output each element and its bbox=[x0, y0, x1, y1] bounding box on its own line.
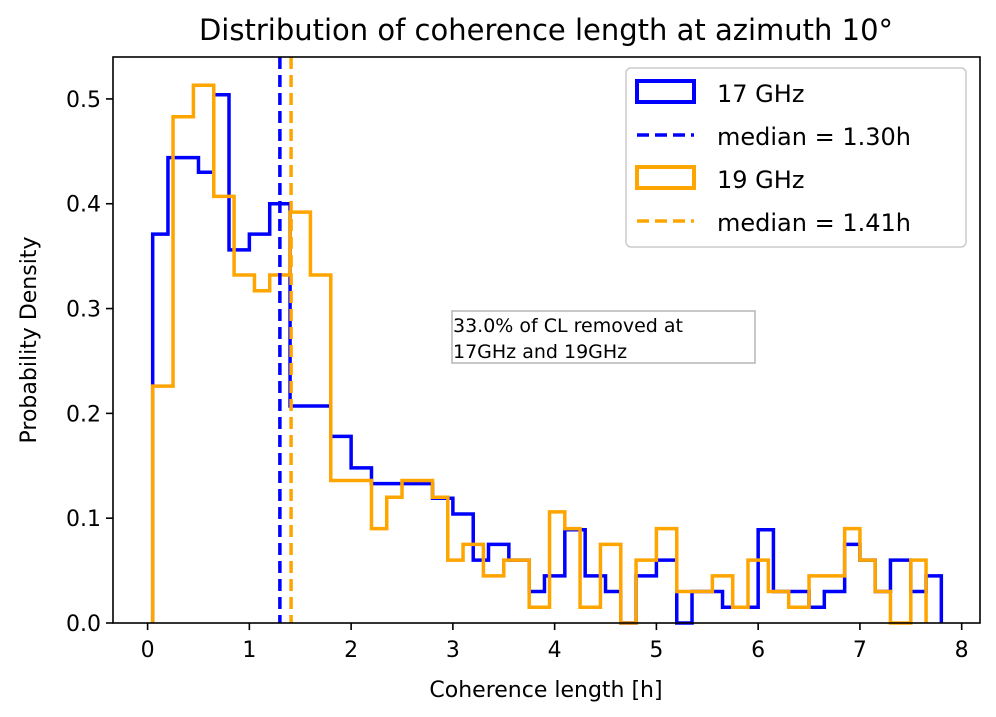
x-tick-label: 6 bbox=[751, 638, 765, 663]
annotation-line-1: 33.0% of CL removed at bbox=[453, 315, 683, 337]
legend-label-median-17ghz: median = 1.30h bbox=[717, 123, 911, 151]
legend-swatch-17ghz bbox=[635, 79, 696, 104]
axis-ticks: 0 1 2 3 4 5 6 7 8 0.0 0.1 0.2 0.3 0.4 0.5 bbox=[66, 88, 969, 663]
legend-frame bbox=[625, 67, 967, 248]
annotation-frame bbox=[451, 310, 756, 364]
plot-area bbox=[112, 56, 981, 625]
legend: 17 GHz median = 1.30h 19 GHz median = 1.… bbox=[625, 67, 967, 248]
y-tick-label: 0.2 bbox=[66, 402, 101, 427]
y-tick-label: 0.4 bbox=[66, 193, 101, 218]
x-tick-label: 1 bbox=[242, 638, 256, 663]
y-axis-label: Probability Density bbox=[17, 237, 42, 444]
chart-title: Distribution of coherence length at azim… bbox=[199, 13, 893, 47]
y-tick-label: 0.0 bbox=[66, 612, 101, 637]
legend-swatch-19ghz bbox=[635, 165, 696, 190]
y-tick-label: 0.5 bbox=[66, 88, 101, 113]
x-tick-label: 7 bbox=[853, 638, 867, 663]
y-tick-label: 0.3 bbox=[66, 298, 101, 323]
x-tick-label: 8 bbox=[955, 638, 969, 663]
x-tick-label: 4 bbox=[548, 638, 562, 663]
annotation-box: 33.0% of CL removed at 17GHz and 19GHz bbox=[451, 310, 756, 364]
legend-label-19ghz: 19 GHz bbox=[717, 166, 804, 194]
x-tick-label: 3 bbox=[446, 638, 460, 663]
legend-label-median-19ghz: median = 1.41h bbox=[717, 209, 911, 237]
x-tick-label: 2 bbox=[344, 638, 358, 663]
x-axis-label: Coherence length [h] bbox=[429, 678, 662, 703]
axes-frame bbox=[112, 56, 981, 624]
x-tick-label: 0 bbox=[141, 638, 155, 663]
x-tick-label: 5 bbox=[649, 638, 663, 663]
y-tick-label: 0.1 bbox=[66, 507, 101, 532]
legend-label-17ghz: 17 GHz bbox=[717, 80, 804, 108]
annotation-line-2: 17GHz and 19GHz bbox=[453, 341, 627, 363]
